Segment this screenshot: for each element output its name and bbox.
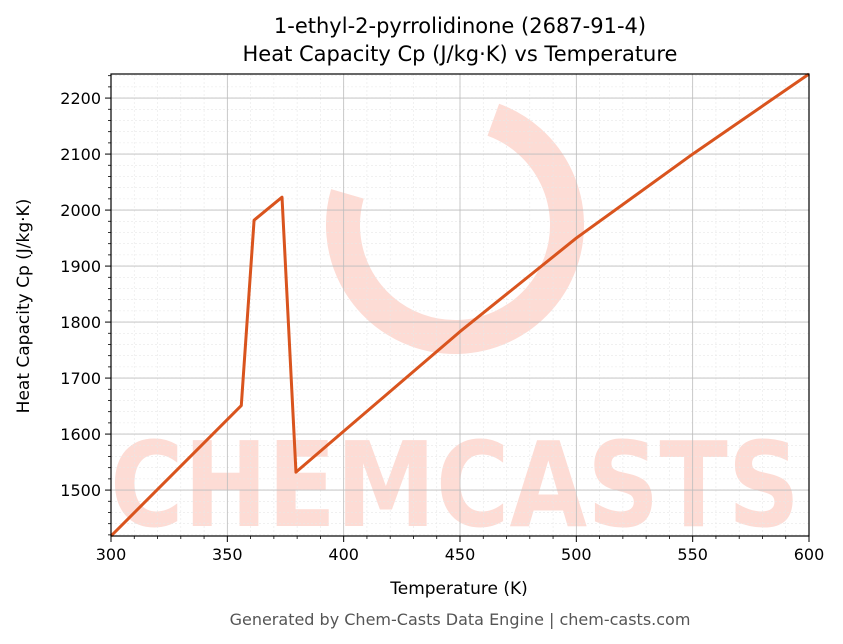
y-axis-label: Heat Capacity Cp (J/kg·K)	[14, 199, 34, 414]
chart-title: 1-ethyl-2-pyrrolidinone (2687-91-4)	[274, 14, 646, 38]
y-tick-label: 2000	[60, 201, 101, 220]
x-tick-label: 350	[212, 545, 243, 564]
footer-credit: Generated by Chem-Casts Data Engine | ch…	[230, 610, 691, 629]
x-axis-label: Temperature (K)	[389, 579, 528, 599]
axis-ticks	[105, 75, 810, 542]
y-tick-label: 2200	[60, 89, 101, 108]
y-tick-label: 1800	[60, 313, 101, 332]
x-tick-label: 550	[677, 545, 708, 564]
series-line	[109, 72, 810, 538]
y-tick-label: 2100	[60, 145, 101, 164]
chart-subtitle: Heat Capacity Cp (J/kg·K) vs Temperature	[243, 42, 678, 66]
watermark-text: CHEMCASTS	[110, 416, 800, 554]
x-tick-labels: 300 350 400 450 500 550 600	[96, 545, 825, 564]
x-tick-label: 500	[561, 545, 592, 564]
y-tick-label: 1500	[60, 481, 101, 500]
x-tick-label: 400	[328, 545, 359, 564]
y-tick-labels: 1500 1600 1700 1800 1900 2000 2100 2200	[60, 89, 101, 500]
x-tick-label: 300	[96, 545, 127, 564]
y-tick-label: 1700	[60, 369, 101, 388]
major-grid	[110, 74, 810, 536]
y-tick-label: 1900	[60, 257, 101, 276]
x-tick-label: 450	[445, 545, 476, 564]
y-tick-label: 1600	[60, 425, 101, 444]
watermark-swirl	[326, 96, 584, 354]
series-layer	[109, 72, 810, 538]
x-tick-label: 600	[794, 545, 825, 564]
